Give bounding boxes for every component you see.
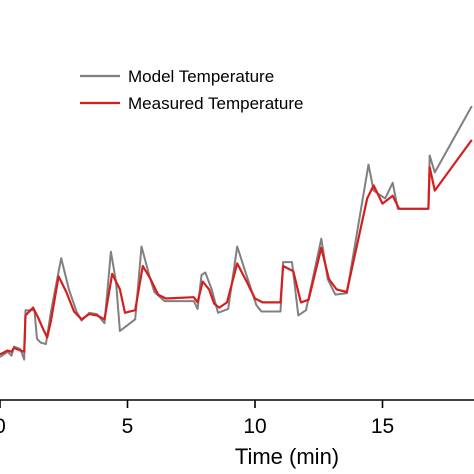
series-line-measured-temperature xyxy=(0,139,473,356)
legend: Model Temperature Measured Temperature xyxy=(80,67,303,113)
x-tick-label: 15 xyxy=(371,415,394,438)
x-axis-ticks: 0 5 10 15 xyxy=(0,400,394,438)
x-tick-label: 0 xyxy=(0,415,6,438)
legend-label-measured: Measured Temperature xyxy=(128,94,303,113)
x-tick-label: 10 xyxy=(243,415,266,438)
series-lines xyxy=(0,105,473,361)
legend-label-model: Model Temperature xyxy=(128,67,274,86)
x-tick-label: 5 xyxy=(122,415,134,438)
series-line-model-temperature xyxy=(0,105,473,361)
x-axis-title: Time (min) xyxy=(235,444,339,469)
